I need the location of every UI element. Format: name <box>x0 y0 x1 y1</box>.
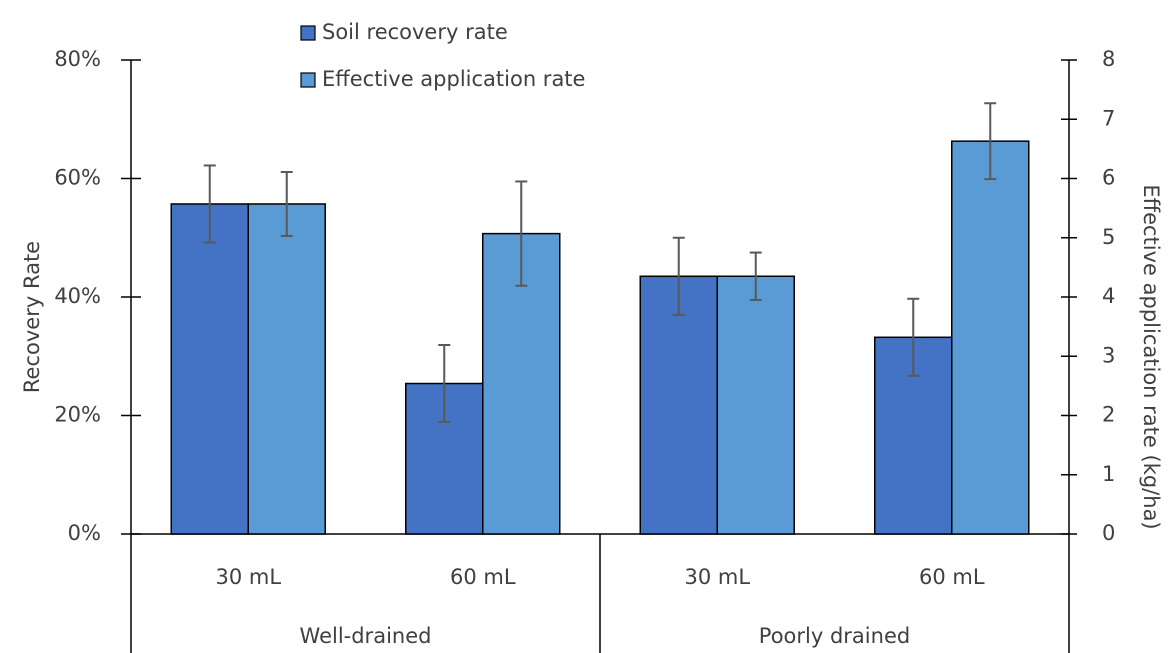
legend-label: Soil recovery rate <box>322 20 508 44</box>
legend-swatch <box>300 25 316 41</box>
y2-tick-label: 7 <box>1102 106 1115 130</box>
error-bar <box>672 236 685 316</box>
y-tick-label: 60% <box>54 166 101 190</box>
error-bar <box>749 251 762 301</box>
y2-tick-label: 6 <box>1102 166 1115 190</box>
legend-swatch <box>300 72 316 88</box>
x-tick-label: 60 mL <box>919 565 985 589</box>
group-label: Well-drained <box>300 624 432 648</box>
y2-tick-label: 8 <box>1102 47 1115 71</box>
y2-tick-label: 2 <box>1102 403 1115 427</box>
y2-tick-label: 4 <box>1102 284 1115 308</box>
group-label: Poorly drained <box>759 624 910 648</box>
y2-tick-label: 1 <box>1102 462 1115 486</box>
y-tick-label: 40% <box>54 284 101 308</box>
x-tick-label: 30 mL <box>215 565 281 589</box>
bar <box>639 275 718 535</box>
y2-tick-label: 5 <box>1102 225 1115 249</box>
error-bar <box>515 180 528 287</box>
error-bar <box>280 170 293 237</box>
y2-axis-title: Effective application rate (kg/ha) <box>1139 184 1163 529</box>
y-axis-title: Recovery Rate <box>20 241 44 393</box>
error-bar <box>984 102 997 181</box>
bar <box>170 203 249 535</box>
x-tick-label: 30 mL <box>684 565 750 589</box>
bar <box>716 275 795 535</box>
legend-label: Effective application rate <box>322 67 585 91</box>
y2-tick-label: 0 <box>1102 521 1115 545</box>
y-tick-label: 0% <box>68 521 101 545</box>
error-bar <box>907 297 920 377</box>
error-bar <box>438 343 451 424</box>
bar <box>951 140 1030 535</box>
error-bar <box>203 164 216 244</box>
bar <box>247 203 326 535</box>
x-tick-label: 60 mL <box>450 565 516 589</box>
y-tick-label: 20% <box>54 403 101 427</box>
y2-tick-label: 3 <box>1102 343 1115 367</box>
y-tick-label: 80% <box>54 47 101 71</box>
